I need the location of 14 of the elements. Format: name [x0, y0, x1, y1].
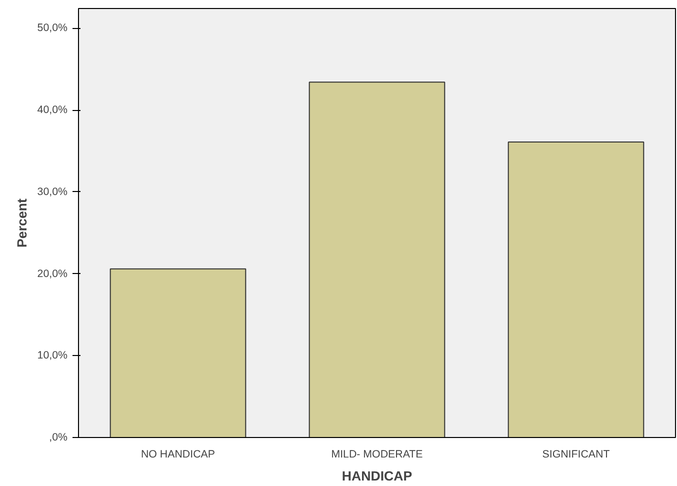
bar [508, 141, 644, 438]
y-tick-label: 30,0% [37, 186, 68, 198]
y-tick-label: 20,0% [37, 268, 68, 280]
y-tick-label: ,0% [49, 432, 68, 444]
y-axis-title: Percent [14, 198, 30, 248]
bar [308, 82, 446, 438]
y-tick-label: 50,0% [37, 22, 68, 34]
y-tick-label: 40,0% [37, 104, 68, 116]
bar [110, 268, 246, 438]
x-tick-label: NO HANDICAP [140, 448, 216, 460]
x-tick-label: SIGNIFICANT [542, 448, 610, 460]
x-tick-label: MILD- MODERATE [331, 448, 423, 460]
y-tick-label: 10,0% [37, 350, 68, 362]
x-axis-title: HANDICAP [342, 468, 412, 484]
